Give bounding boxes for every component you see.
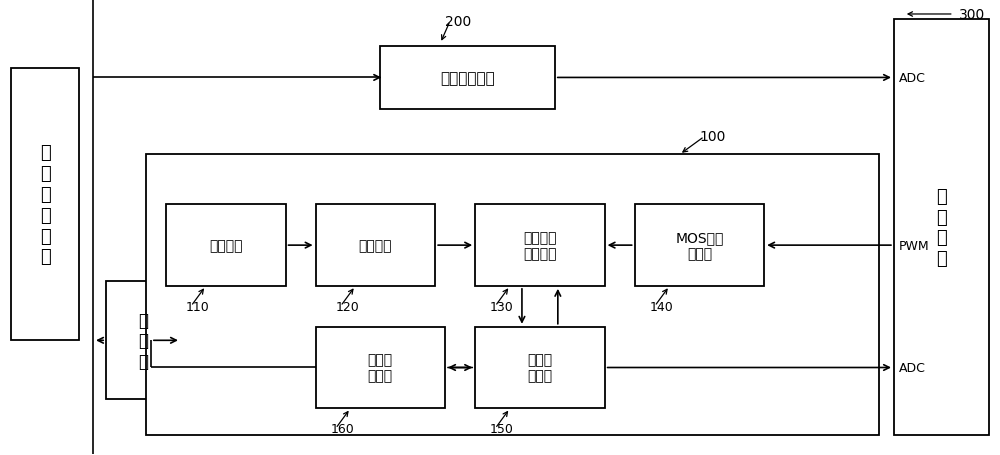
Bar [166, 205, 286, 286]
Bar [106, 282, 181, 399]
Text: 控
制
模
块: 控 制 模 块 [936, 187, 947, 268]
Text: MOS管驱
动电路: MOS管驱 动电路 [675, 231, 724, 261]
Bar [475, 327, 605, 409]
Text: 待
测
配
电
线
路: 待 测 配 电 线 路 [40, 144, 51, 266]
Text: 电流采样模块: 电流采样模块 [440, 71, 495, 86]
Bar [11, 69, 79, 340]
Text: 110: 110 [186, 300, 210, 313]
Bar [146, 155, 879, 435]
Bar [316, 327, 445, 409]
Text: ADC: ADC [899, 361, 926, 374]
Text: 高
压
棒: 高 压 棒 [138, 311, 148, 370]
Text: 电压采
样电路: 电压采 样电路 [527, 353, 552, 383]
Text: 三相全桥
逆变电路: 三相全桥 逆变电路 [523, 231, 557, 261]
Text: 130: 130 [490, 300, 514, 313]
Text: 200: 200 [445, 15, 471, 29]
Bar [894, 20, 989, 435]
Bar [635, 205, 764, 286]
Text: 300: 300 [959, 8, 985, 22]
Bar [475, 205, 605, 286]
Text: ADC: ADC [899, 72, 926, 85]
Text: 160: 160 [330, 422, 354, 435]
Text: 100: 100 [699, 130, 726, 144]
Bar [380, 46, 555, 110]
Bar [316, 205, 435, 286]
Text: 电源电路: 电源电路 [209, 238, 243, 253]
Text: 120: 120 [335, 300, 359, 313]
Text: 150: 150 [490, 422, 514, 435]
Text: 配电线
路接口: 配电线 路接口 [368, 353, 393, 383]
Text: 升压电路: 升压电路 [359, 238, 392, 253]
Text: 140: 140 [650, 300, 673, 313]
Text: PWM: PWM [899, 239, 930, 252]
